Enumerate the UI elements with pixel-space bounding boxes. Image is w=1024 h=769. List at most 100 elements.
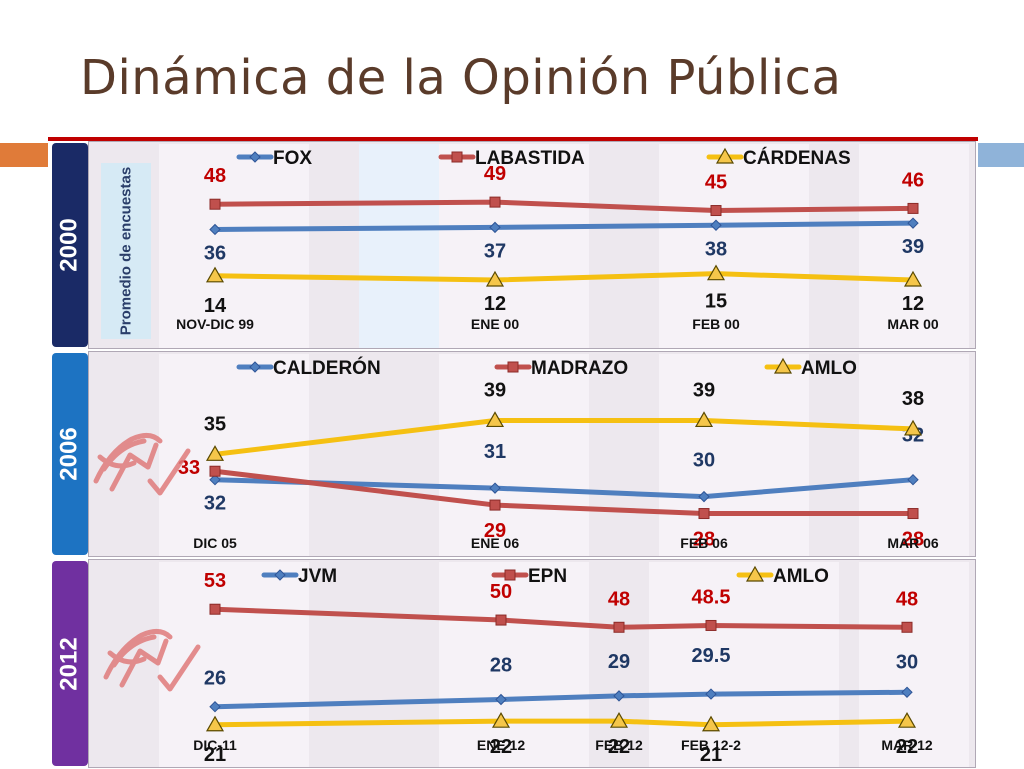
- chart-area-2000: FOX LABASTIDA CÁRDENAS 36 37 38 39 48 49 45 46 14 12…: [88, 141, 976, 349]
- data-label: 26: [204, 668, 226, 690]
- legend-label: FOX: [273, 148, 312, 169]
- series-line-fox: [212, 220, 916, 232]
- category-label: MAR 06: [887, 535, 939, 551]
- data-label: 39: [484, 379, 506, 401]
- data-point: [710, 205, 722, 217]
- accent-bar-left: [0, 143, 48, 167]
- data-point: [698, 490, 710, 503]
- data-label: 50: [490, 581, 512, 603]
- column-band: [439, 354, 589, 556]
- category-label: ENE 12: [477, 737, 525, 753]
- data-label: 39: [902, 236, 924, 258]
- year-label-text: 2000: [56, 218, 84, 272]
- column-band: [859, 144, 969, 348]
- data-point: [205, 445, 225, 461]
- data-label: 30: [896, 651, 918, 673]
- data-label: 14: [204, 295, 227, 317]
- data-point: [613, 621, 625, 633]
- data-point: [907, 508, 919, 520]
- data-label: 12: [484, 293, 506, 315]
- data-label: 29: [608, 651, 630, 673]
- column-band: [359, 144, 439, 348]
- series-line-cárdenas: [212, 271, 916, 283]
- data-label: 37: [484, 240, 506, 262]
- data-label: 30: [693, 450, 715, 472]
- data-point: [694, 411, 714, 428]
- series-line-calderón: [212, 477, 916, 500]
- legend-item-fox: FOX: [236, 148, 312, 169]
- data-label: 45: [705, 172, 727, 194]
- legend-marker: [249, 151, 261, 163]
- legend-marker: [773, 357, 793, 374]
- legend-marker: [451, 151, 463, 163]
- category-label: DIC 05: [193, 535, 237, 551]
- data-point: [613, 690, 625, 702]
- legend-marker: [745, 565, 765, 582]
- data-point: [710, 219, 722, 231]
- data-label: 35: [204, 413, 226, 435]
- category-label: ENE 00: [471, 316, 519, 332]
- year-label-text: 2006: [56, 427, 84, 481]
- data-point: [209, 198, 221, 210]
- legend-marker: [249, 361, 261, 373]
- data-point: [495, 614, 507, 626]
- data-label: 39: [693, 379, 715, 401]
- data-point: [698, 508, 710, 520]
- data-label: 29: [484, 520, 506, 542]
- legend-item-epn: EPN: [491, 566, 567, 587]
- column-band: [439, 562, 589, 767]
- column-band: [659, 144, 809, 348]
- legend-label: JVM: [298, 566, 337, 587]
- data-label: 28: [693, 529, 715, 551]
- data-point: [907, 473, 919, 486]
- accent-bar-right: [978, 143, 1024, 167]
- data-point: [701, 715, 721, 732]
- series-line-labastida: [212, 199, 916, 214]
- y-axis-label: Promedio de encuestas: [117, 166, 135, 336]
- data-point: [903, 419, 923, 436]
- category-label: FEB 12-2: [681, 737, 741, 753]
- data-label: 21: [700, 744, 722, 766]
- data-point: [209, 701, 221, 713]
- column-band: [649, 562, 729, 767]
- data-point: [209, 473, 221, 486]
- data-point: [491, 711, 511, 728]
- chart-2000: FOX LABASTIDA CÁRDENAS 36 37 38 39 48 49 45 46 14 12…: [159, 144, 969, 348]
- legend-label: AMLO: [773, 566, 829, 587]
- year-label-2006: 2006: [52, 353, 88, 555]
- category-label: FEB 00: [692, 316, 740, 332]
- data-point: [489, 221, 501, 234]
- data-point: [209, 603, 221, 615]
- category-label: MAR 12: [881, 737, 933, 753]
- data-point: [609, 711, 629, 728]
- poll-figure: 2000 FOX LABASTIDA CÁRDENAS 36 37 38 39 48 49 45 4…: [48, 141, 978, 768]
- data-point: [485, 270, 505, 287]
- data-label: 53: [204, 570, 226, 592]
- category-label: DIC-11: [193, 737, 237, 753]
- chart-2012: JVM EPN AMLO 26 28 29 29.5 30 53 50 48 48.5 48 21 22 22…: [159, 562, 969, 767]
- data-point: [705, 688, 717, 700]
- legend-marker: [274, 569, 286, 581]
- slide-title: Dinámica de la Opinión Pública: [80, 50, 842, 106]
- data-point: [205, 715, 225, 732]
- data-label: 36: [204, 242, 226, 264]
- data-label: 22: [490, 736, 512, 758]
- column-band: [859, 562, 969, 767]
- data-label: 38: [902, 388, 924, 410]
- legend-label: CALDERÓN: [273, 357, 381, 379]
- category-label: ENE 06: [471, 535, 519, 551]
- data-point: [901, 686, 913, 698]
- data-label: 15: [705, 291, 727, 313]
- data-label: 48: [204, 165, 226, 187]
- legend-marker: [715, 147, 735, 164]
- chart-area-2006: CALDERÓN MADRAZO AMLO 32 31 30 32 33 29 28 28 35 39 3…: [88, 351, 976, 557]
- data-label: 12: [902, 293, 924, 315]
- category-label: FEB 06: [680, 535, 728, 551]
- year-label-text: 2012: [56, 636, 84, 691]
- panel-2012: 2012 JVM EPN AMLO 26 28 29 29.5 30 53 50 48 48.5 48 2…: [48, 559, 978, 768]
- column-band: [159, 144, 309, 348]
- data-label: 32: [204, 493, 226, 515]
- data-label: 38: [705, 238, 727, 260]
- legend-item-labastida: LABASTIDA: [438, 148, 585, 169]
